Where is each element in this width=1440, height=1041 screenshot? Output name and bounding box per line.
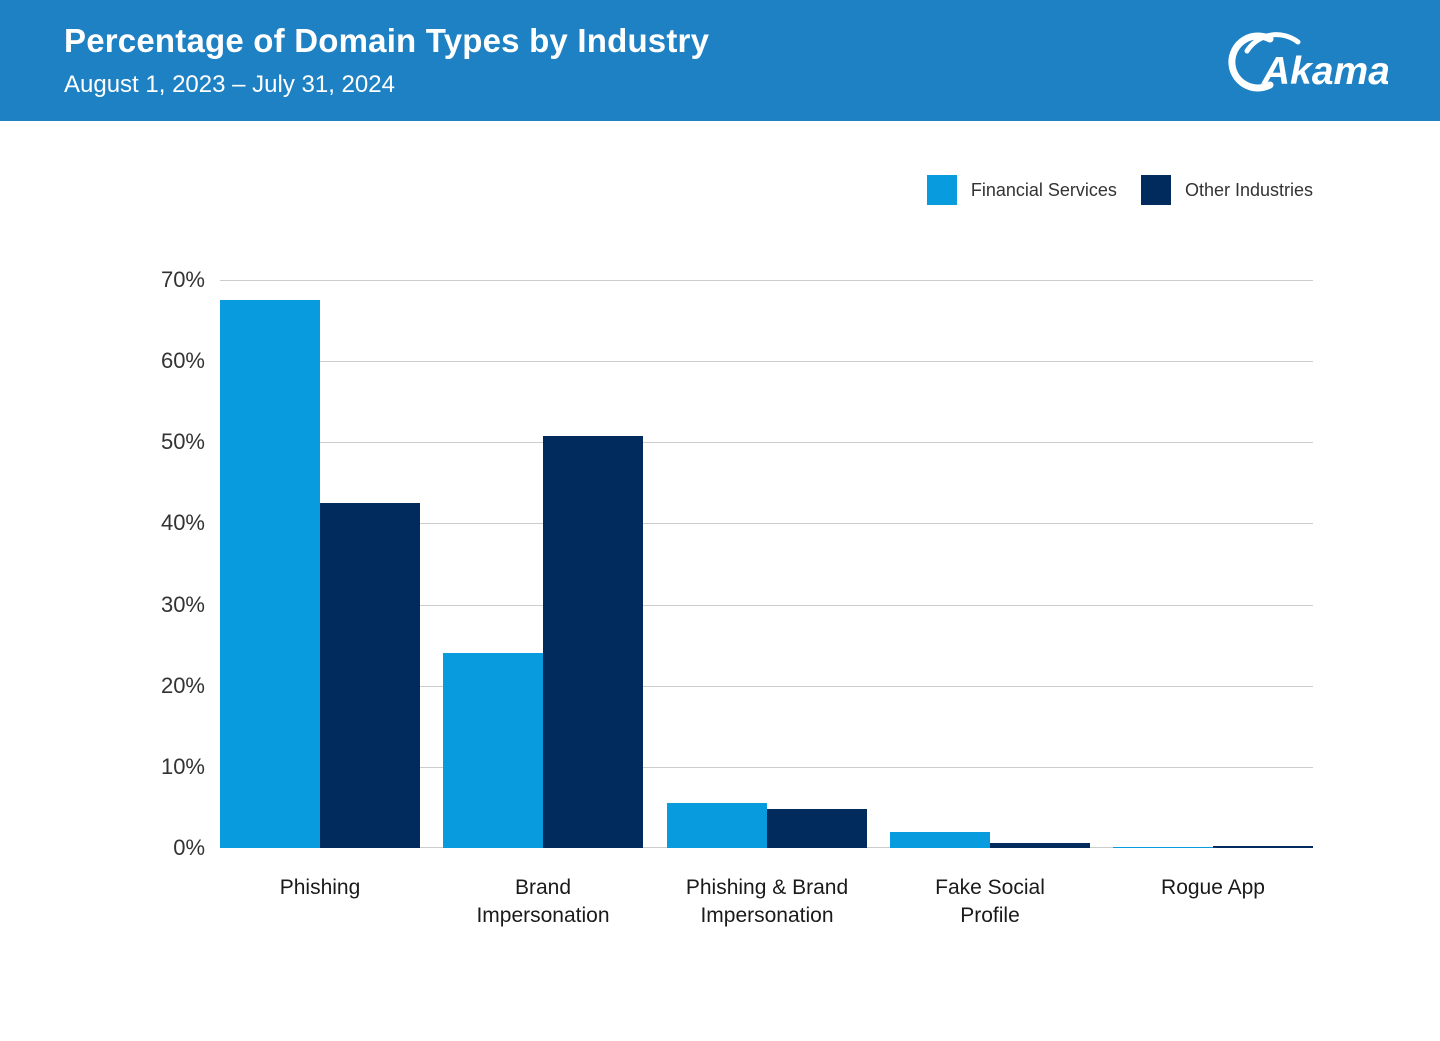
- x-axis-label-line: Fake Social: [935, 876, 1045, 899]
- gridline: [220, 280, 1313, 281]
- plot-area: 0% 10% 20% 30% 40% 50% 60% 70% Phishing Brand Impe…: [161, 269, 1313, 927]
- y-axis-tick-label: 30%: [160, 592, 205, 617]
- chart-legend: Financial Services Other Industries: [926, 175, 1313, 205]
- legend-label-financial-services: Financial Services: [970, 179, 1117, 200]
- x-axis-category-label: Brand Impersonation: [413, 874, 673, 930]
- gridline: [220, 767, 1313, 768]
- header-banner: Percentage of Domain Types by Industry A…: [0, 0, 1440, 121]
- bar-brand-impersonation-financial-services: [443, 653, 543, 848]
- other-industries-swatch: [1140, 175, 1171, 205]
- akamai-swoosh-icon: Akamai: [1228, 32, 1402, 93]
- x-axis-category-label: Phishing & Brand Impersonation: [637, 874, 897, 930]
- y-axis-tick-label: 60%: [160, 348, 205, 373]
- bar-fake-social-profile-other-industries: [990, 843, 1090, 848]
- akamai-wordmark: Akamai: [1261, 50, 1388, 93]
- gridline: [220, 605, 1313, 606]
- gridline: [220, 686, 1313, 687]
- y-axis-tick-label: 40%: [160, 510, 205, 535]
- bar-phishing-other-industries: [320, 503, 420, 848]
- x-axis-label-line: Rogue App: [1161, 876, 1265, 899]
- x-axis-label-line: Brand: [514, 876, 572, 899]
- x-axis-label-line: Impersonation: [700, 904, 834, 927]
- legend-item-financial-services: Financial Services: [926, 175, 1117, 205]
- y-axis-tick-label: 20%: [160, 673, 205, 698]
- page-title: Percentage of Domain Types by Industry: [64, 22, 710, 59]
- x-axis-label-line: Profile: [960, 904, 1020, 927]
- x-axis-label-line: Impersonation: [476, 904, 610, 927]
- legend-item-other-industries: Other Industries: [1140, 175, 1313, 205]
- x-axis-category-label: Fake Social Profile: [860, 874, 1120, 930]
- x-axis-label-line: Phishing & Brand: [685, 876, 849, 899]
- y-axis-tick-label: 50%: [160, 429, 205, 454]
- akamai-logo: Akamai: [1218, 26, 1402, 94]
- gridline: [220, 442, 1313, 443]
- date-range-subtitle: August 1, 2023 – July 31, 2024: [64, 71, 395, 98]
- y-axis-tick-label: 70%: [160, 267, 205, 292]
- gridline: [220, 523, 1313, 524]
- x-axis-category-label: Rogue App: [1083, 874, 1343, 902]
- bar-rogue-app-financial-services: [1113, 847, 1213, 848]
- legend-label-other-industries: Other Industries: [1184, 179, 1313, 200]
- x-axis-category-label: Phishing: [190, 874, 450, 902]
- bar-phishing-financial-services: [220, 300, 320, 848]
- bar-phishing-brand-impersonation-financial-services: [667, 803, 767, 848]
- bar-fake-social-profile-financial-services: [890, 832, 990, 848]
- financial-services-swatch: [926, 175, 957, 205]
- bar-phishing-brand-impersonation-other-industries: [767, 809, 867, 848]
- bar-rogue-app-other-industries: [1213, 846, 1313, 848]
- y-axis-tick-label: 0%: [173, 835, 205, 860]
- x-axis-label-line: Phishing: [279, 876, 361, 899]
- gridline: [220, 361, 1313, 362]
- y-axis-tick-label: 10%: [160, 754, 205, 779]
- bar-brand-impersonation-other-industries: [543, 436, 643, 848]
